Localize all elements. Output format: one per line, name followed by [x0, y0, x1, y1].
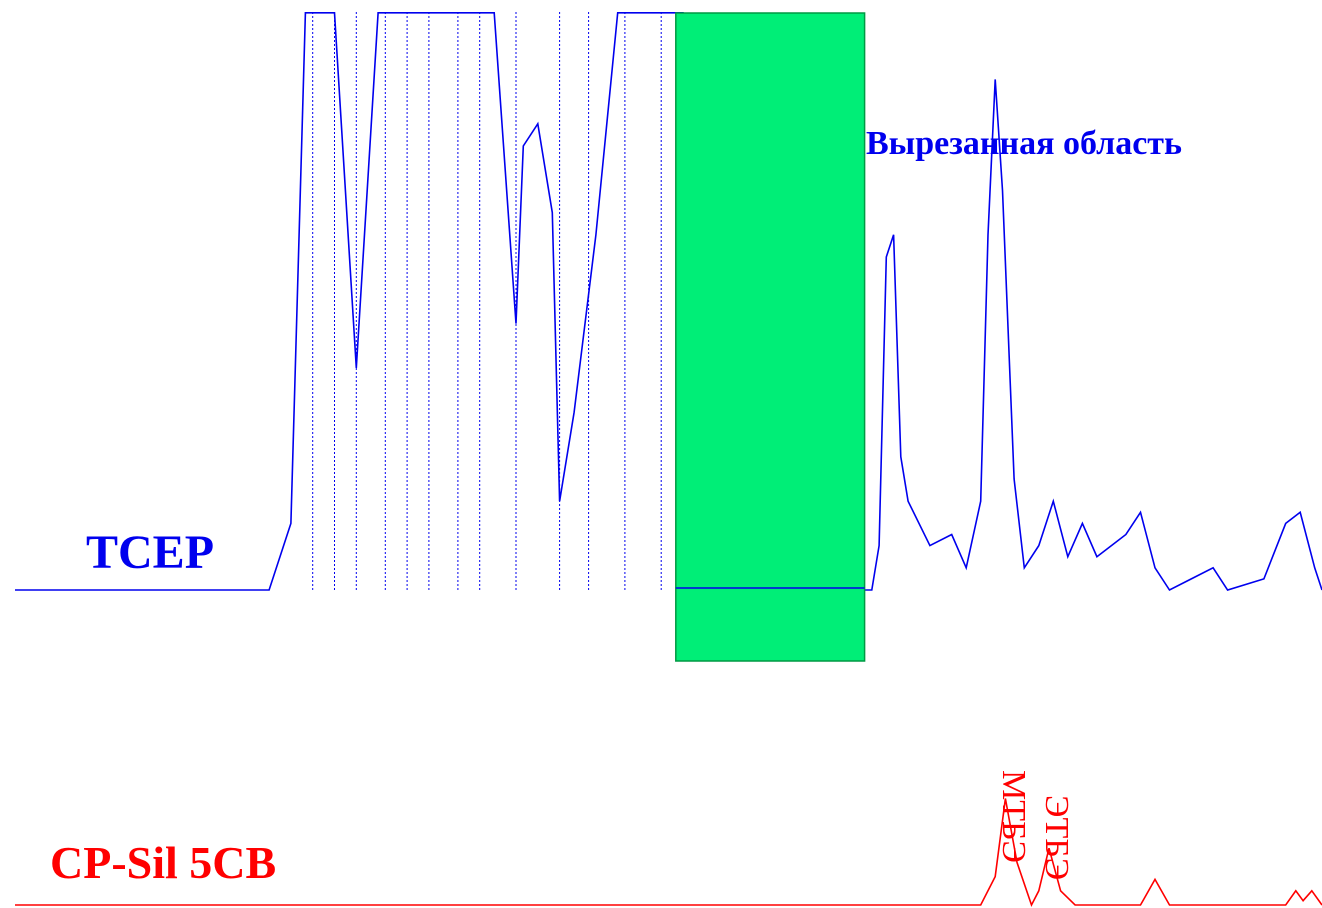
cpsil-trace-line: [15, 798, 1322, 908]
mtbe-peak-label: МТБЭ: [995, 770, 1032, 863]
cut-region-label: Вырезанная область: [866, 125, 1182, 162]
cpsil-label: CP-Sil 5CB: [50, 837, 276, 888]
tcep-trace-line: [15, 12, 1322, 592]
cut-region-rect: [675, 12, 866, 662]
etbe-peak-label: ЭТБЭ: [1038, 795, 1075, 880]
tcep-label: TCEP: [86, 526, 214, 579]
